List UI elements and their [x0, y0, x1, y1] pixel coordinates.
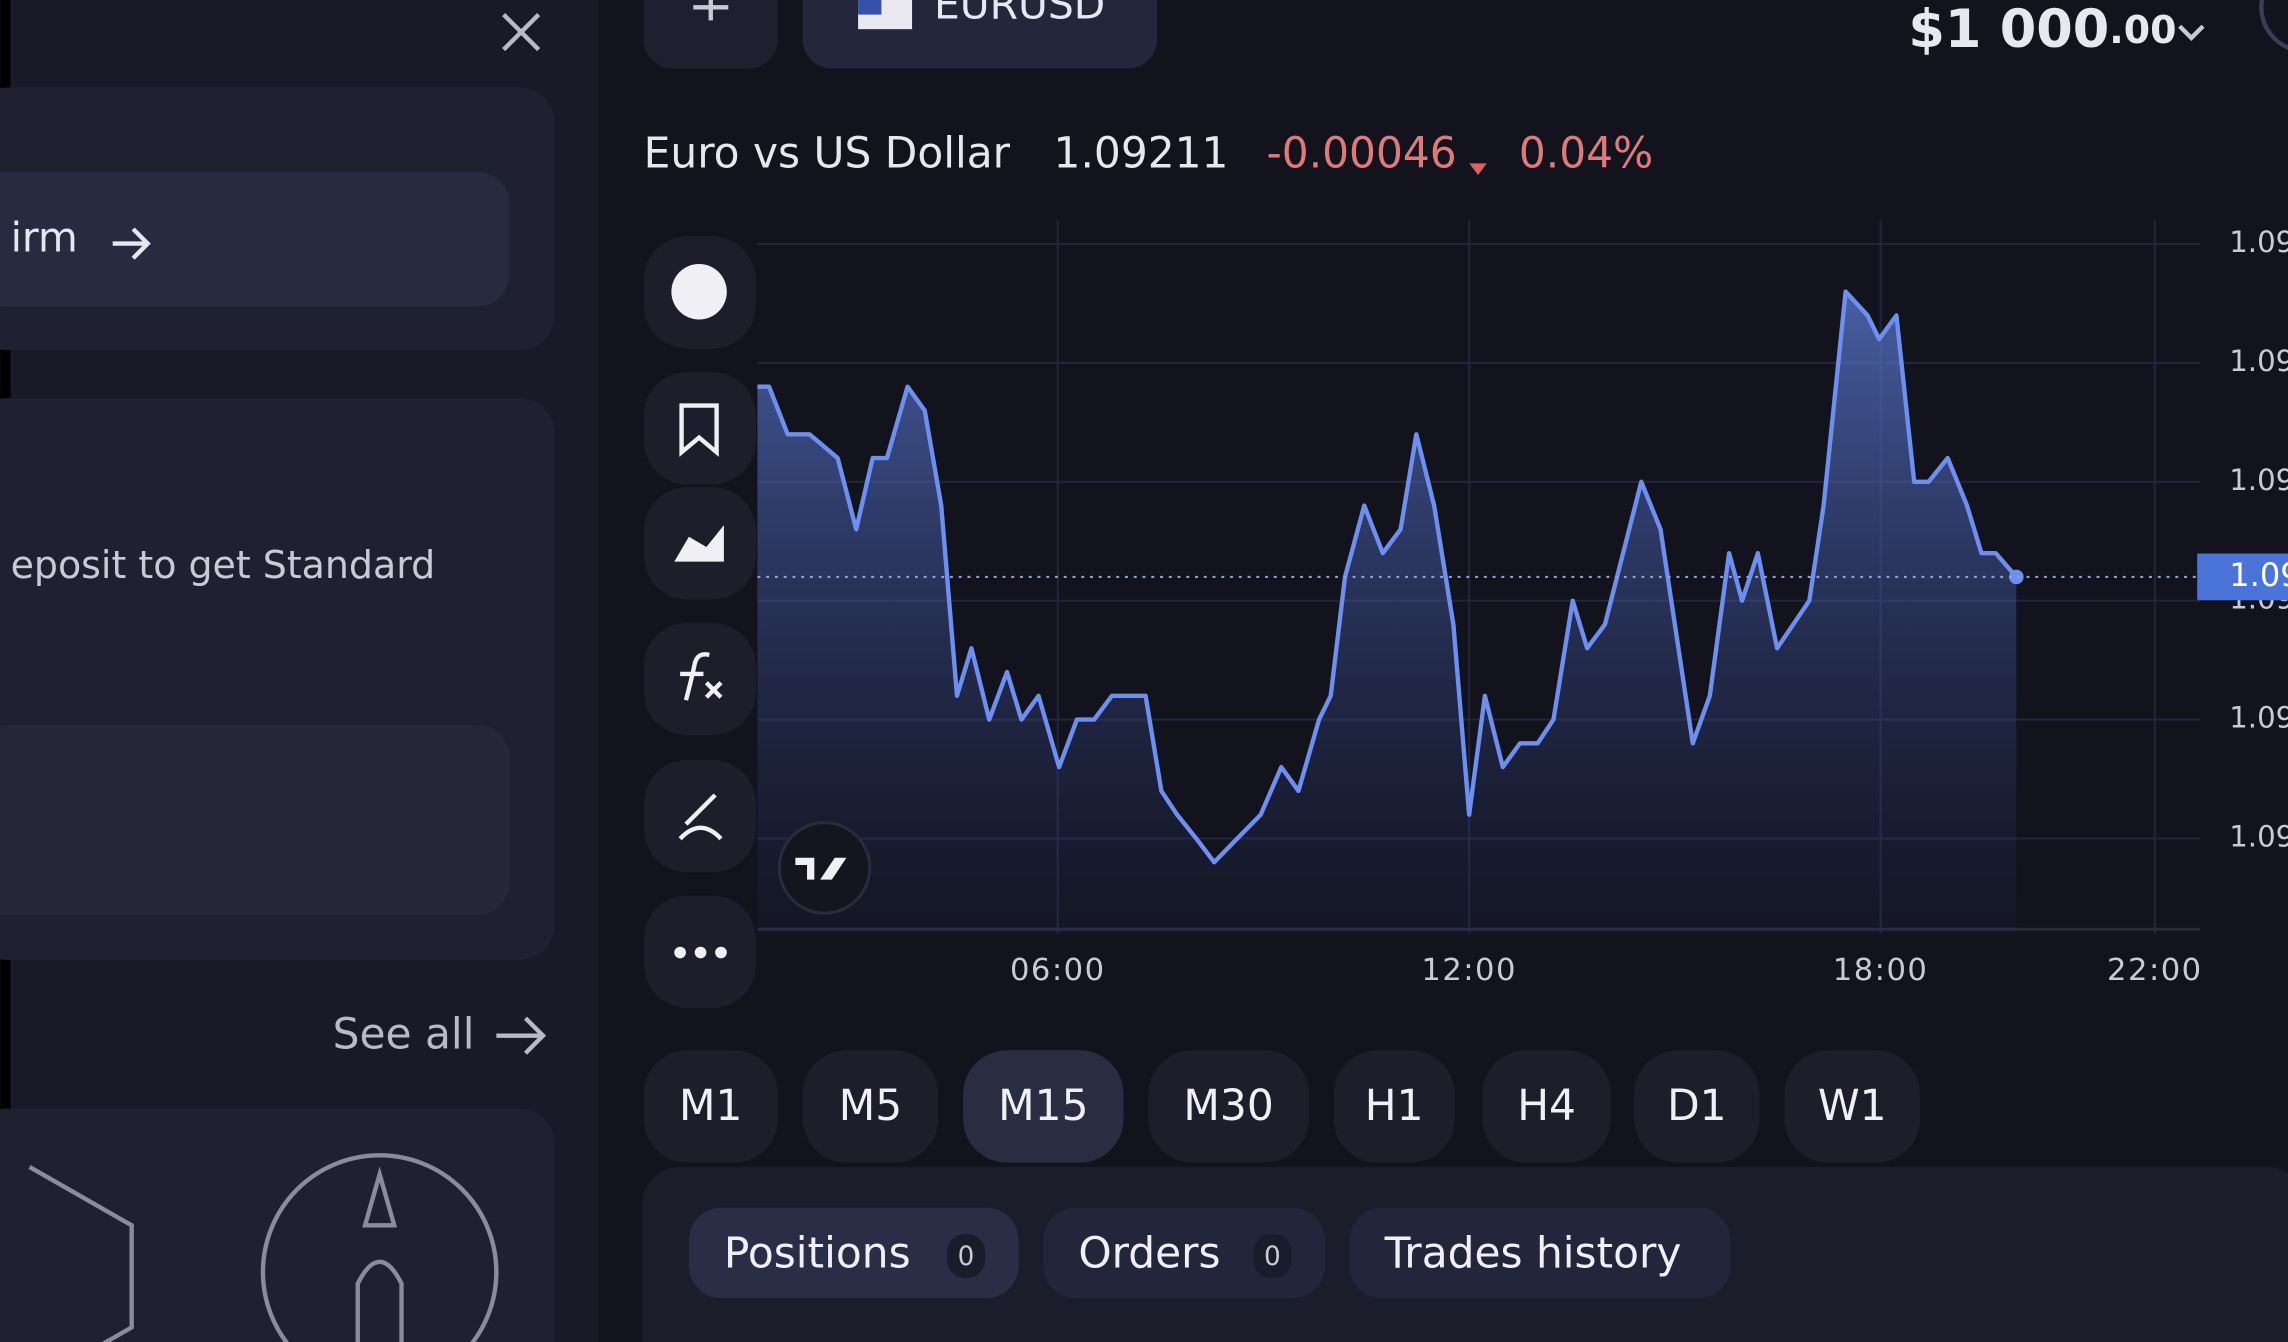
draw-button[interactable] [643, 759, 756, 873]
flag-canton [858, 0, 882, 15]
timeframe-label: M15 [998, 1081, 1088, 1130]
price: 1.09211 [1054, 129, 1229, 178]
timeframe-button[interactable] [802, 1050, 939, 1163]
x-tick-label: 06:00 [1010, 953, 1106, 988]
tab-count: 0 [958, 1242, 975, 1272]
timeframe-label: W1 [1818, 1081, 1887, 1130]
chart: 1.0921.092051.09211.092151.09221.0922506… [757, 220, 2288, 988]
timeframe-button[interactable] [1784, 1050, 1921, 1163]
tab[interactable] [1349, 1207, 1731, 1299]
area-icon [674, 525, 724, 562]
see-all[interactable]: See all [333, 1010, 475, 1059]
count-badge [1253, 1234, 1292, 1278]
y-tick-label: 1.09225 [2229, 225, 2288, 259]
tab-label: Orders [1078, 1228, 1220, 1277]
course-icon [28, 1165, 134, 1342]
dot [674, 946, 686, 959]
arrow-icon [496, 1016, 547, 1055]
toolbar [643, 236, 756, 1008]
timeframe-button[interactable] [643, 1050, 778, 1163]
line [757, 289, 2018, 865]
add-button[interactable] [643, 0, 778, 69]
last-point [2009, 569, 2024, 585]
timeframe-button[interactable] [963, 1050, 1124, 1163]
indicators-button[interactable] [643, 622, 756, 736]
deposit-text: eposit to get Standard [11, 543, 436, 587]
tab[interactable] [688, 1207, 1019, 1299]
timeframe-label: M1 [679, 1081, 742, 1130]
timeframe-label: H4 [1517, 1081, 1576, 1130]
tv-mark [795, 857, 847, 880]
timeframe-label: D1 [1667, 1081, 1726, 1130]
rocket-shape [355, 1166, 404, 1342]
y-tick-label: 1.092 [2229, 819, 2288, 853]
y-tick-label: 1.0922 [2229, 344, 2288, 378]
info-icon [671, 264, 727, 320]
bookmark-button[interactable] [643, 371, 756, 485]
bookmark-icon [679, 403, 719, 457]
plus-icon [693, 0, 729, 21]
rocket-icon [260, 1153, 499, 1342]
balance-main: $1 000 [1908, 0, 2109, 60]
dot [715, 946, 727, 959]
y-tick-label: 1.09215 [2229, 463, 2288, 497]
tab[interactable] [1043, 1207, 1325, 1299]
tabs: Positions 0 Orders 0 Trades history [688, 1207, 1731, 1299]
balance[interactable]: $1 000.00 [1908, 0, 2176, 60]
arrow-icon [112, 227, 151, 260]
change-percent: 0.04% [1519, 129, 1653, 178]
close-icon[interactable] [502, 13, 541, 52]
x-tick-label: 22:00 [2107, 953, 2203, 988]
timeframe-button[interactable] [1634, 1050, 1760, 1163]
chevron-icon[interactable] [2178, 24, 2205, 42]
timeframe-label: M5 [839, 1081, 902, 1130]
x-tick-label: 12:00 [1421, 953, 1517, 988]
avatar[interactable] [2259, 0, 2288, 51]
pen-icon [678, 793, 723, 841]
y-tick-label: 1.09205 [2229, 701, 2288, 735]
timeframe-button[interactable] [1333, 1050, 1455, 1163]
confirm-text: irm [11, 214, 78, 262]
price-label-bg [2197, 553, 2288, 601]
instrument-name: Euro vs US Dollar [644, 129, 1011, 178]
tab-label: Trades history [1384, 1228, 1682, 1277]
tradingview-logo[interactable] [777, 821, 872, 915]
down-icon [1469, 163, 1487, 176]
area [757, 291, 2017, 934]
x-tick-label: 18:00 [1833, 953, 1929, 988]
symbol: EURUSD [934, 0, 1105, 28]
timeframes: M1 M5 M15 M30 H1 H4 D1 W1 [643, 1050, 1921, 1163]
timeframe-label: M30 [1183, 1081, 1273, 1130]
card [0, 1108, 555, 1342]
tab-label: Positions [724, 1228, 911, 1277]
balance-cents: .00 [2109, 8, 2176, 52]
dot [694, 946, 707, 959]
price-label: 1.09211 [2229, 556, 2288, 594]
count-badge [947, 1234, 986, 1278]
change: -0.00046 [1267, 129, 1457, 178]
timeframe-button[interactable] [1482, 1050, 1611, 1163]
timeframe-button[interactable] [1148, 1050, 1309, 1163]
timeframe-label: H1 [1365, 1081, 1424, 1130]
fx-icon [680, 652, 723, 701]
confirm-button[interactable] [0, 172, 510, 307]
tab-count: 0 [1264, 1242, 1281, 1272]
panel [0, 724, 510, 915]
